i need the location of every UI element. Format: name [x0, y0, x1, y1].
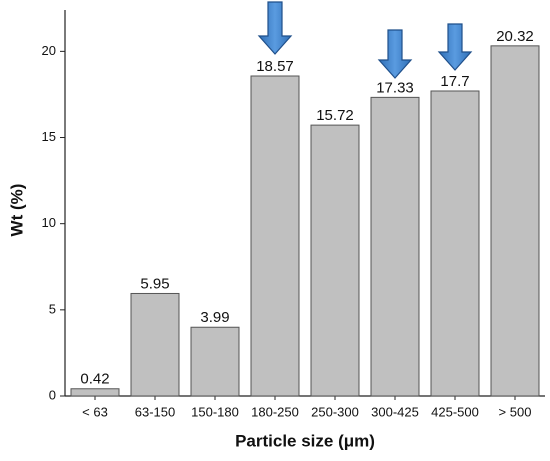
value-label: 18.57 [256, 58, 294, 75]
value-label: 5.95 [140, 275, 169, 292]
bar [70, 388, 120, 397]
arrow [257, 1, 293, 55]
y-axis-title: Wt (%) [7, 184, 26, 237]
bar [490, 45, 540, 397]
value-label: 17.33 [376, 79, 414, 96]
bar [370, 96, 420, 397]
bar [130, 292, 180, 397]
arrow [437, 23, 473, 71]
arrow [377, 29, 413, 79]
value-label: 20.32 [496, 28, 534, 45]
x-tick-label: < 63 [82, 404, 108, 419]
value-label: 0.42 [80, 371, 109, 388]
value-label: 17.7 [440, 73, 469, 90]
bar [190, 326, 240, 397]
bar [310, 124, 360, 397]
x-tick-label: 63-150 [135, 404, 175, 419]
x-tick-label: 300-425 [371, 404, 419, 419]
x-tick-label: 425-500 [431, 404, 479, 419]
y-tick-label: 15 [42, 129, 56, 144]
y-tick-label: 10 [42, 215, 56, 230]
value-label: 15.72 [316, 107, 354, 124]
x-tick-label: 180-250 [251, 404, 299, 419]
bar [430, 90, 480, 397]
x-tick-label: 150-180 [191, 404, 239, 419]
value-label: 3.99 [200, 309, 229, 326]
bar [250, 75, 300, 397]
y-tick-label: 0 [49, 387, 56, 402]
x-axis-title: Particle size (μm) [235, 431, 375, 450]
x-tick-label: > 500 [499, 404, 532, 419]
y-tick-label: 5 [49, 301, 56, 316]
y-tick-label: 20 [42, 43, 56, 58]
x-tick-label: 250-300 [311, 404, 359, 419]
